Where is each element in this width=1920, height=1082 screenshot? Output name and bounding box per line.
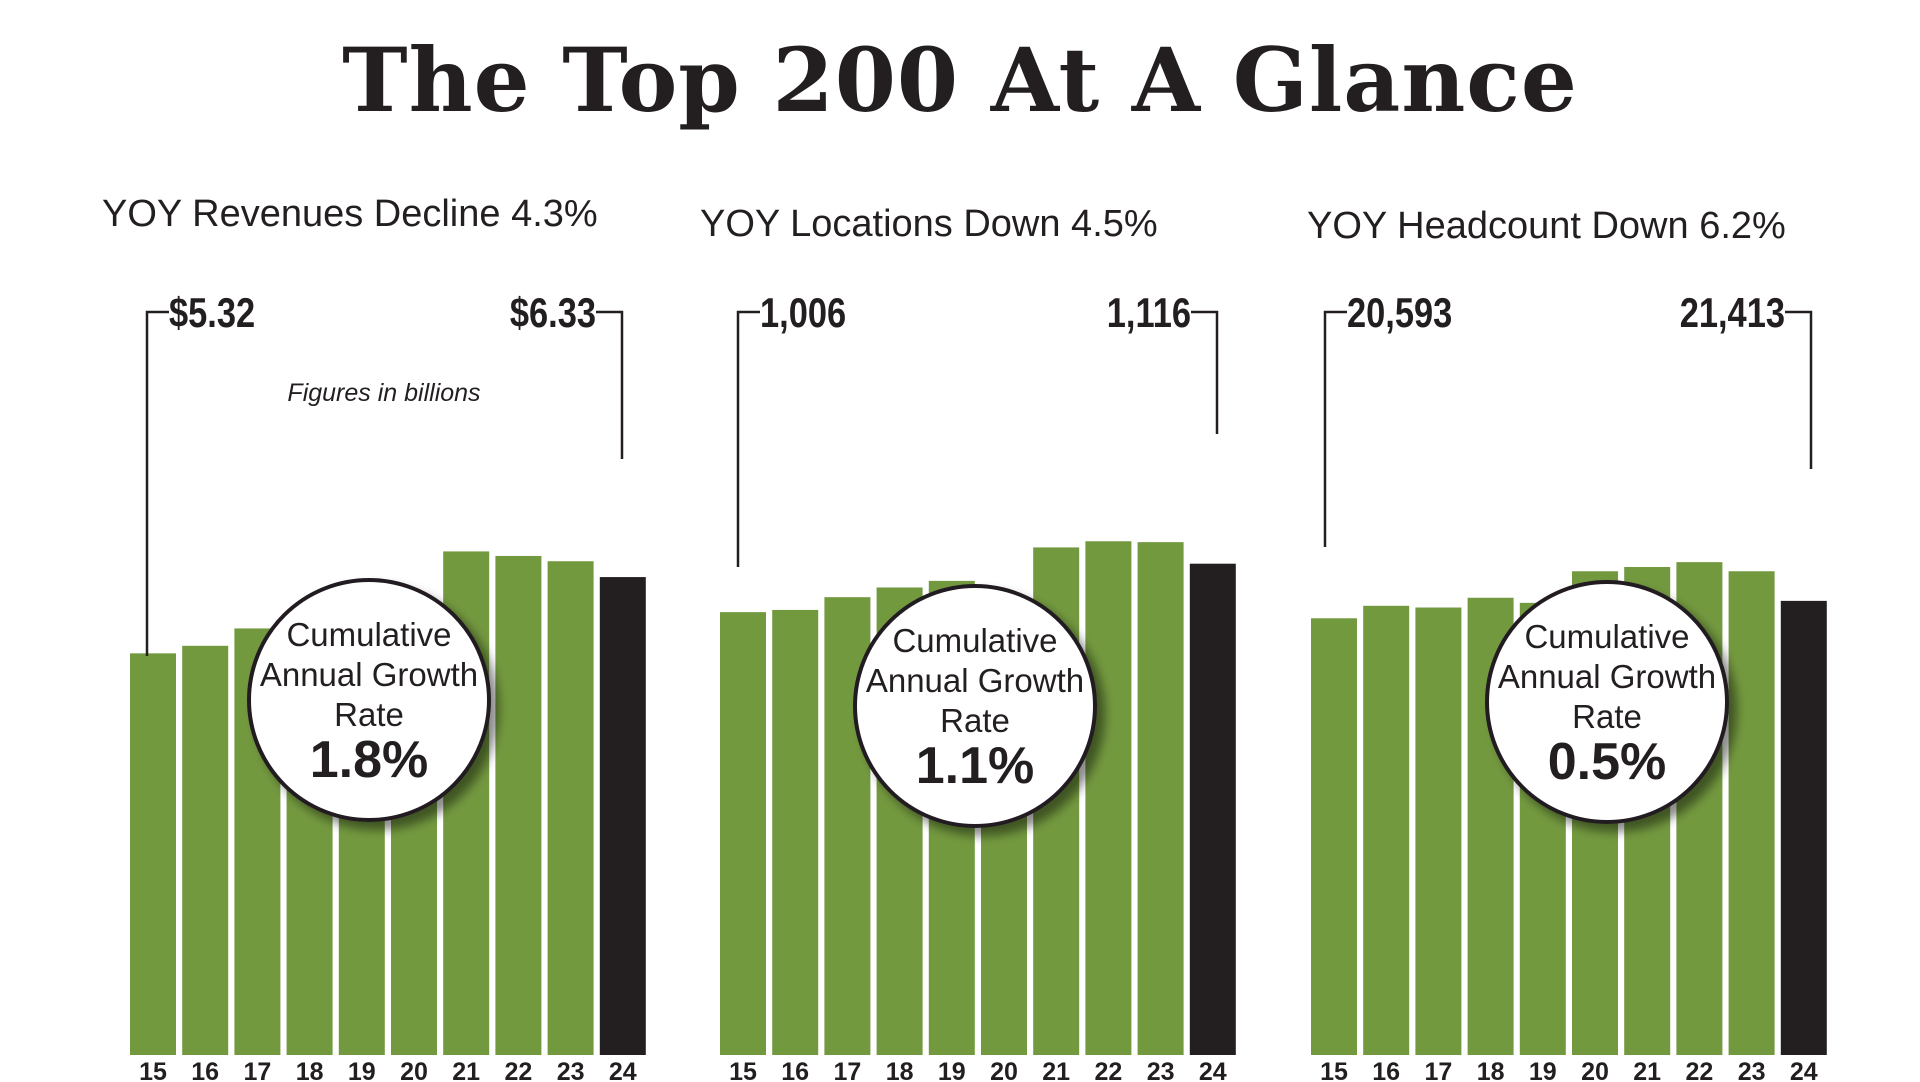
x-tick-label: 15	[1320, 1058, 1348, 1082]
cagr-circle	[1485, 580, 1729, 824]
x-tick-label: 15	[729, 1058, 757, 1082]
chart-title: YOY Revenues Decline 4.3%	[102, 193, 598, 235]
bar-22	[495, 555, 542, 1055]
cagr-circle	[247, 578, 491, 822]
x-tick-label: 17	[833, 1058, 861, 1082]
callout-last-bracket	[1191, 310, 1219, 434]
cagr-value: 1.8%	[310, 731, 429, 789]
cagr-value: 1.1%	[916, 737, 1035, 795]
chart-title: YOY Headcount Down 6.2%	[1307, 205, 1786, 247]
bar-16	[182, 645, 229, 1055]
bar-15	[720, 612, 766, 1055]
cagr-label: Rate	[1572, 698, 1642, 735]
cagr-label: Annual Growth	[866, 662, 1084, 699]
cagr-label: Annual Growth	[260, 656, 478, 693]
x-tick-label: 19	[348, 1058, 376, 1082]
chart-1: YOY Revenues Decline 4.3% 15 16 17 18 19 20 21 2…	[102, 193, 646, 1082]
x-tick-label: 23	[1738, 1058, 1766, 1082]
x-tick-label: 24	[609, 1058, 637, 1082]
x-tick-label: 19	[938, 1058, 966, 1082]
x-tick-label: 16	[191, 1058, 219, 1082]
callout-last-value: $6.33	[510, 290, 596, 337]
x-tick-label: 20	[1581, 1058, 1609, 1082]
callout-first-value: 20,593	[1347, 290, 1452, 337]
callout-first-bracket	[736, 310, 760, 567]
bar-23	[547, 561, 594, 1055]
x-tick-label: 20	[400, 1058, 428, 1082]
x-tick-label: 17	[243, 1058, 271, 1082]
x-tick-label: 23	[557, 1058, 585, 1082]
bar-16	[772, 609, 819, 1055]
cagr-label: Rate	[334, 696, 404, 733]
x-tick-label: 18	[1477, 1058, 1505, 1082]
x-tick-label: 21	[452, 1058, 480, 1082]
bar-16	[1363, 605, 1410, 1055]
x-tick-label: 22	[504, 1058, 532, 1082]
callout-first-bracket	[145, 310, 169, 656]
bar-24	[1780, 600, 1827, 1055]
bar-15	[1311, 618, 1357, 1055]
x-tick-label: 19	[1529, 1058, 1557, 1082]
x-tick-label: 22	[1094, 1058, 1122, 1082]
bar-15	[130, 653, 176, 1055]
callout-first-value: $5.32	[169, 290, 255, 337]
bar-24	[599, 577, 646, 1055]
callout-last-bracket	[596, 310, 624, 459]
bar-23	[1137, 542, 1184, 1055]
x-tick-label: 18	[296, 1058, 324, 1082]
cagr-value: 0.5%	[1548, 733, 1667, 791]
cagr-label: Annual Growth	[1498, 658, 1716, 695]
bar-23	[1728, 571, 1775, 1055]
chart-title: YOY Locations Down 4.5%	[700, 203, 1158, 245]
x-tick-label: 18	[886, 1058, 914, 1082]
chart-3: YOY Headcount Down 6.2% 15 16 17 18 19 20 21 22 2…	[1307, 205, 1827, 1082]
bar-24	[1189, 563, 1236, 1055]
x-tick-label: 16	[1372, 1058, 1400, 1082]
x-tick-label: 17	[1424, 1058, 1452, 1082]
callout-first-bracket	[1323, 310, 1347, 547]
x-tick-label: 16	[781, 1058, 809, 1082]
cagr-label: Rate	[940, 702, 1010, 739]
x-tick-label: 21	[1042, 1058, 1070, 1082]
callout-first-value: 1,006	[760, 290, 846, 337]
page-title: The Top 200 At A Glance	[342, 28, 1578, 132]
cagr-label: Cumulative	[286, 616, 451, 653]
x-tick-label: 22	[1685, 1058, 1713, 1082]
bar-17	[1415, 607, 1462, 1055]
x-tick-label: 20	[990, 1058, 1018, 1082]
chart-2: YOY Locations Down 4.5% 15 16 17 18 19 20 21 22 2…	[700, 203, 1236, 1082]
x-tick-label: 24	[1790, 1058, 1818, 1082]
cagr-label: Cumulative	[1524, 618, 1689, 655]
x-tick-label: 21	[1633, 1058, 1661, 1082]
cagr-label: Cumulative	[892, 622, 1057, 659]
x-tick-label: 15	[139, 1058, 167, 1082]
callout-last-value: 21,413	[1680, 290, 1785, 337]
x-tick-label: 23	[1147, 1058, 1175, 1082]
x-tick-label: 24	[1199, 1058, 1227, 1082]
callout-last-bracket	[1785, 310, 1813, 469]
callout-last-value: 1,116	[1107, 290, 1191, 337]
cagr-circle	[853, 584, 1097, 828]
figures-note: Figures in billions	[287, 379, 480, 407]
bar-22	[1085, 541, 1132, 1055]
